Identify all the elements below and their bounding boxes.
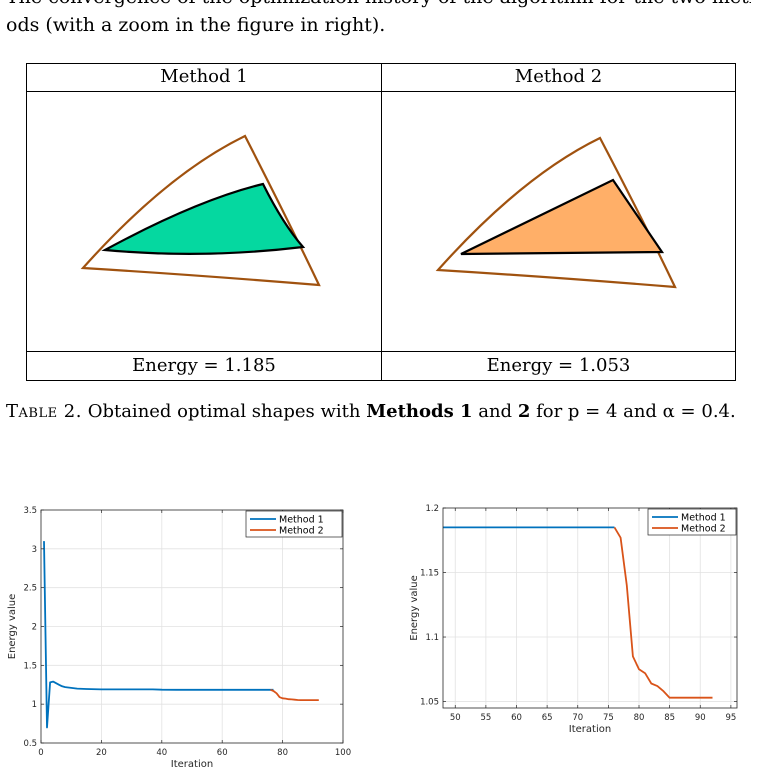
plot-2-x-tick-label-4: 70 (572, 713, 583, 723)
caption-label: Table 2. (6, 401, 82, 422)
plot-2-series-2-line (613, 526, 713, 699)
domain-outline-method-2 (435, 136, 677, 289)
method-2-shape-figure (435, 136, 677, 289)
method-2-header: Method 2 (514, 66, 603, 87)
plot-1-y-axis-label: Energy value (7, 594, 18, 660)
plot-1-y-tick-label-4: 2.5 (23, 584, 37, 594)
optimal-shape-method-1 (101, 182, 306, 255)
plot-2-y-tick-label-3: 1.2 (425, 504, 439, 514)
plot-1-y-tick-label-6: 3.5 (23, 506, 37, 516)
plot-2-x-tick-label-0: 50 (450, 713, 461, 723)
plot-2-x-tick-label-7: 85 (664, 713, 675, 723)
plot-1-y-tick-label-1: 1 (32, 700, 37, 710)
convergence-plot-full-svg: 0 20 40 60 80 100 0.5 1 1.5 2 2.5 3 3.5 Iteration Ener… (7, 506, 351, 770)
plot-1-x-tick-label-3: 60 (217, 748, 228, 758)
caption-text-1: Obtained optimal shapes with (81, 401, 367, 422)
intro-line-2: ods (with a zoom in the figure in right)… (6, 14, 386, 36)
plot-1-legend-label-1: Method 1 (279, 515, 324, 526)
table-caption: Table 2. Obtained optimal shapes with Me… (6, 398, 754, 426)
convergence-plot-zoom-svg: 50 55 60 65 70 75 80 85 90 95 1.05 1.1 1.15 1.2 Iterat… (409, 504, 738, 735)
plot-2-x-tick-label-2: 60 (511, 713, 522, 723)
column-divider (381, 64, 382, 380)
plot-2-y-tick-label-0: 1.05 (420, 698, 439, 708)
caption-bold-2: 2 (517, 401, 531, 422)
plot-2-y-tick-label-1: 1.1 (425, 633, 439, 643)
plot-1-x-tick-label-1: 20 (96, 748, 107, 758)
plot-2-x-tick-label-9: 95 (725, 713, 736, 723)
plot-2-legend-box (647, 508, 737, 536)
intro-line-1: The convergence of the optimization hist… (6, 0, 751, 8)
plot-2-legend-label-1: Method 1 (681, 513, 726, 524)
plot-1-series-2-line (270, 688, 319, 702)
plot-1-y-tick-label-3: 2 (32, 623, 37, 633)
plot-2-x-tick-label-8: 90 (695, 713, 706, 723)
plot-1-x-axis-label: Iteration (171, 759, 213, 770)
plot-2-axes-box (442, 507, 738, 709)
domain-outline-method-1 (80, 134, 321, 287)
plot-1-y-tick-label-2: 1.5 (23, 661, 37, 671)
plot-2-x-axis-label: Iteration (569, 724, 611, 735)
plot-2-y-tick-label-2: 1.15 (420, 569, 439, 579)
plot-1-x-tick-label-0: 0 (38, 748, 43, 758)
plot-1-x-tick-label-4: 80 (277, 748, 288, 758)
method-1-header: Method 1 (160, 66, 248, 87)
plot-1-legend-box (245, 510, 343, 538)
convergence-plot-full: 0 20 40 60 80 100 0.5 1 1.5 2 2.5 3 3.5 Iteration Ener… (0, 500, 370, 783)
plot-1-x-tick-label-5: 100 (335, 748, 351, 758)
caption-bold-1: Methods 1 (366, 401, 473, 422)
plot-1-y-tick-label-0: 0.5 (23, 739, 37, 749)
plot-2-x-tick-label-6: 80 (634, 713, 645, 723)
method-2-energy: Energy = 1.053 (486, 355, 631, 376)
plot-2-y-axis-label: Energy value (409, 575, 420, 641)
plot-1-x-tick-label-2: 40 (156, 748, 167, 758)
footer-divider (27, 351, 735, 352)
caption-text-2: and (472, 401, 518, 422)
plot-2-x-tick-label-1: 55 (480, 713, 491, 723)
convergence-plot-zoom: 50 55 60 65 70 75 80 85 90 95 1.05 1.1 1.15 1.2 Iterat… (385, 500, 758, 783)
method-1-shape-figure (80, 134, 321, 287)
intro-text: The convergence of the optimization hist… (6, 0, 751, 36)
plot-1-y-tick-label-5: 3 (32, 545, 37, 555)
plot-1-series-1-line (43, 541, 274, 729)
plot-2-x-tick-label-3: 65 (542, 713, 553, 723)
plot-2-legend-label-2: Method 2 (681, 524, 726, 535)
plot-2-x-tick-label-5: 75 (603, 713, 614, 723)
shapes-table: Method 1 Method 2 Energy = 1.185 Energy … (26, 63, 736, 381)
optimal-shape-method-2 (460, 178, 665, 256)
plot-1-legend-label-2: Method 2 (279, 526, 324, 537)
method-1-energy: Energy = 1.185 (132, 355, 276, 376)
plot-2-axes-background (443, 508, 737, 708)
caption-text-3: for p = 4 and α = 0.4. (530, 401, 736, 422)
